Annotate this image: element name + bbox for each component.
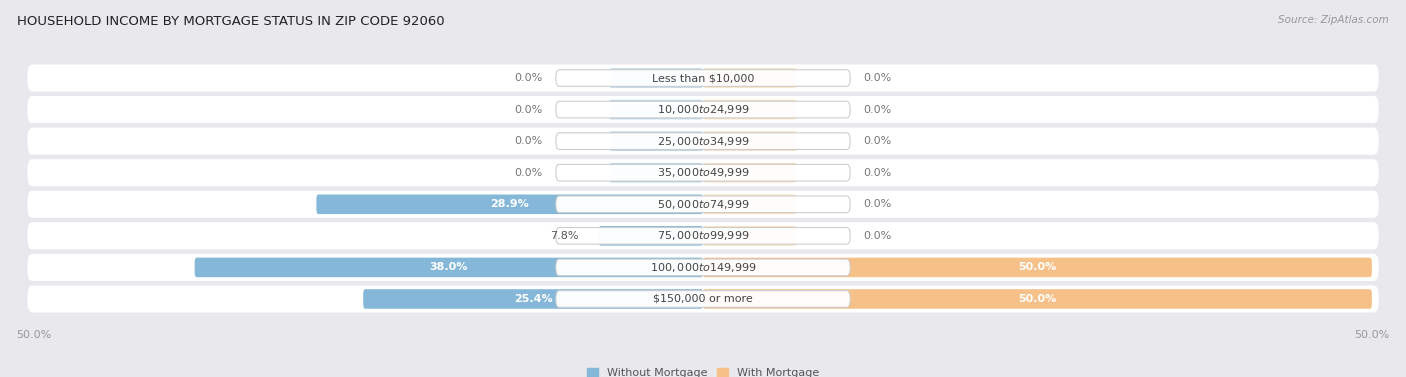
FancyBboxPatch shape (703, 195, 797, 214)
FancyBboxPatch shape (28, 191, 1378, 218)
Legend: Without Mortgage, With Mortgage: Without Mortgage, With Mortgage (588, 368, 818, 377)
Text: 0.0%: 0.0% (515, 136, 543, 146)
Text: 0.0%: 0.0% (863, 199, 891, 209)
Text: 25.4%: 25.4% (513, 294, 553, 304)
FancyBboxPatch shape (28, 285, 1378, 313)
FancyBboxPatch shape (555, 164, 851, 181)
Text: 0.0%: 0.0% (515, 104, 543, 115)
Text: $150,000 or more: $150,000 or more (654, 294, 752, 304)
FancyBboxPatch shape (703, 163, 797, 182)
FancyBboxPatch shape (555, 228, 851, 244)
FancyBboxPatch shape (555, 291, 851, 307)
Text: $25,000 to $34,999: $25,000 to $34,999 (657, 135, 749, 148)
Text: Less than $10,000: Less than $10,000 (652, 73, 754, 83)
FancyBboxPatch shape (28, 96, 1378, 123)
Text: 0.0%: 0.0% (863, 168, 891, 178)
FancyBboxPatch shape (555, 196, 851, 213)
FancyBboxPatch shape (609, 163, 703, 182)
Text: 7.8%: 7.8% (550, 231, 579, 241)
Text: $50,000 to $74,999: $50,000 to $74,999 (657, 198, 749, 211)
FancyBboxPatch shape (28, 127, 1378, 155)
FancyBboxPatch shape (555, 70, 851, 86)
FancyBboxPatch shape (363, 289, 703, 309)
Text: $35,000 to $49,999: $35,000 to $49,999 (657, 166, 749, 179)
Text: Source: ZipAtlas.com: Source: ZipAtlas.com (1278, 15, 1389, 25)
FancyBboxPatch shape (555, 133, 851, 149)
FancyBboxPatch shape (609, 131, 703, 151)
FancyBboxPatch shape (703, 68, 797, 88)
Text: $10,000 to $24,999: $10,000 to $24,999 (657, 103, 749, 116)
FancyBboxPatch shape (555, 101, 851, 118)
Text: 50.0%: 50.0% (1018, 294, 1056, 304)
Text: $75,000 to $99,999: $75,000 to $99,999 (657, 229, 749, 242)
FancyBboxPatch shape (28, 159, 1378, 186)
Text: 0.0%: 0.0% (863, 136, 891, 146)
Text: 0.0%: 0.0% (863, 104, 891, 115)
FancyBboxPatch shape (28, 254, 1378, 281)
Text: 0.0%: 0.0% (515, 168, 543, 178)
FancyBboxPatch shape (28, 64, 1378, 92)
Text: 0.0%: 0.0% (863, 73, 891, 83)
FancyBboxPatch shape (609, 100, 703, 120)
Text: 0.0%: 0.0% (515, 73, 543, 83)
FancyBboxPatch shape (28, 222, 1378, 250)
FancyBboxPatch shape (316, 195, 703, 214)
Text: 0.0%: 0.0% (863, 231, 891, 241)
Text: 28.9%: 28.9% (491, 199, 529, 209)
FancyBboxPatch shape (703, 131, 797, 151)
FancyBboxPatch shape (194, 257, 703, 277)
FancyBboxPatch shape (703, 100, 797, 120)
Text: HOUSEHOLD INCOME BY MORTGAGE STATUS IN ZIP CODE 92060: HOUSEHOLD INCOME BY MORTGAGE STATUS IN Z… (17, 15, 444, 28)
FancyBboxPatch shape (609, 68, 703, 88)
FancyBboxPatch shape (703, 226, 797, 246)
FancyBboxPatch shape (599, 226, 703, 246)
Text: 50.0%: 50.0% (1018, 262, 1056, 273)
Text: $100,000 to $149,999: $100,000 to $149,999 (650, 261, 756, 274)
FancyBboxPatch shape (555, 259, 851, 276)
FancyBboxPatch shape (703, 289, 1372, 309)
FancyBboxPatch shape (703, 257, 1372, 277)
Text: 38.0%: 38.0% (430, 262, 468, 273)
